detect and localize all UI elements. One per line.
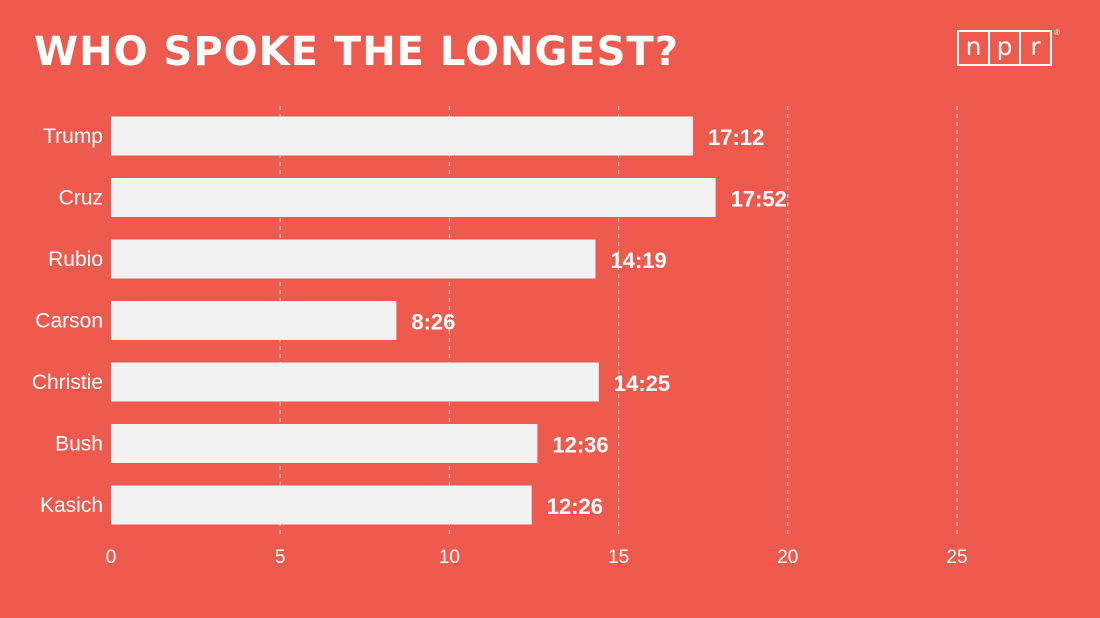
category-label: Kasich <box>40 494 103 517</box>
bar <box>111 424 538 463</box>
x-tick-label: 15 <box>608 547 629 568</box>
bar <box>111 178 716 217</box>
value-label: 14:19 <box>610 248 666 273</box>
category-label: Trump <box>43 125 103 148</box>
bar <box>111 485 532 525</box>
value-label: 17:12 <box>708 125 764 150</box>
registered-mark: ® <box>1054 28 1060 37</box>
category-label: Christie <box>32 371 103 394</box>
value-label: 12:36 <box>552 433 608 458</box>
x-tick-label: 10 <box>439 547 460 568</box>
x-tick-label: 20 <box>777 547 798 568</box>
bar <box>111 362 599 402</box>
x-tick-label: 25 <box>946 547 967 568</box>
value-label: 8:26 <box>411 310 455 335</box>
category-label: Carson <box>35 310 103 333</box>
category-label: Rubio <box>48 248 103 271</box>
value-label: 12:26 <box>547 494 603 519</box>
category-label: Cruz <box>59 187 103 210</box>
x-tick-label: 0 <box>106 547 117 568</box>
bar <box>111 301 397 340</box>
logo-letter-r: r <box>1019 30 1052 66</box>
bar <box>111 116 694 156</box>
x-tick-label: 5 <box>275 547 286 568</box>
value-label: 14:25 <box>614 371 670 396</box>
chart-title: WHO SPOKE THE LONGEST? <box>34 29 679 75</box>
npr-logo: n p r ® <box>957 28 1060 66</box>
bar <box>111 239 596 279</box>
category-label: Bush <box>55 433 103 456</box>
value-label: 17:52 <box>731 187 787 212</box>
